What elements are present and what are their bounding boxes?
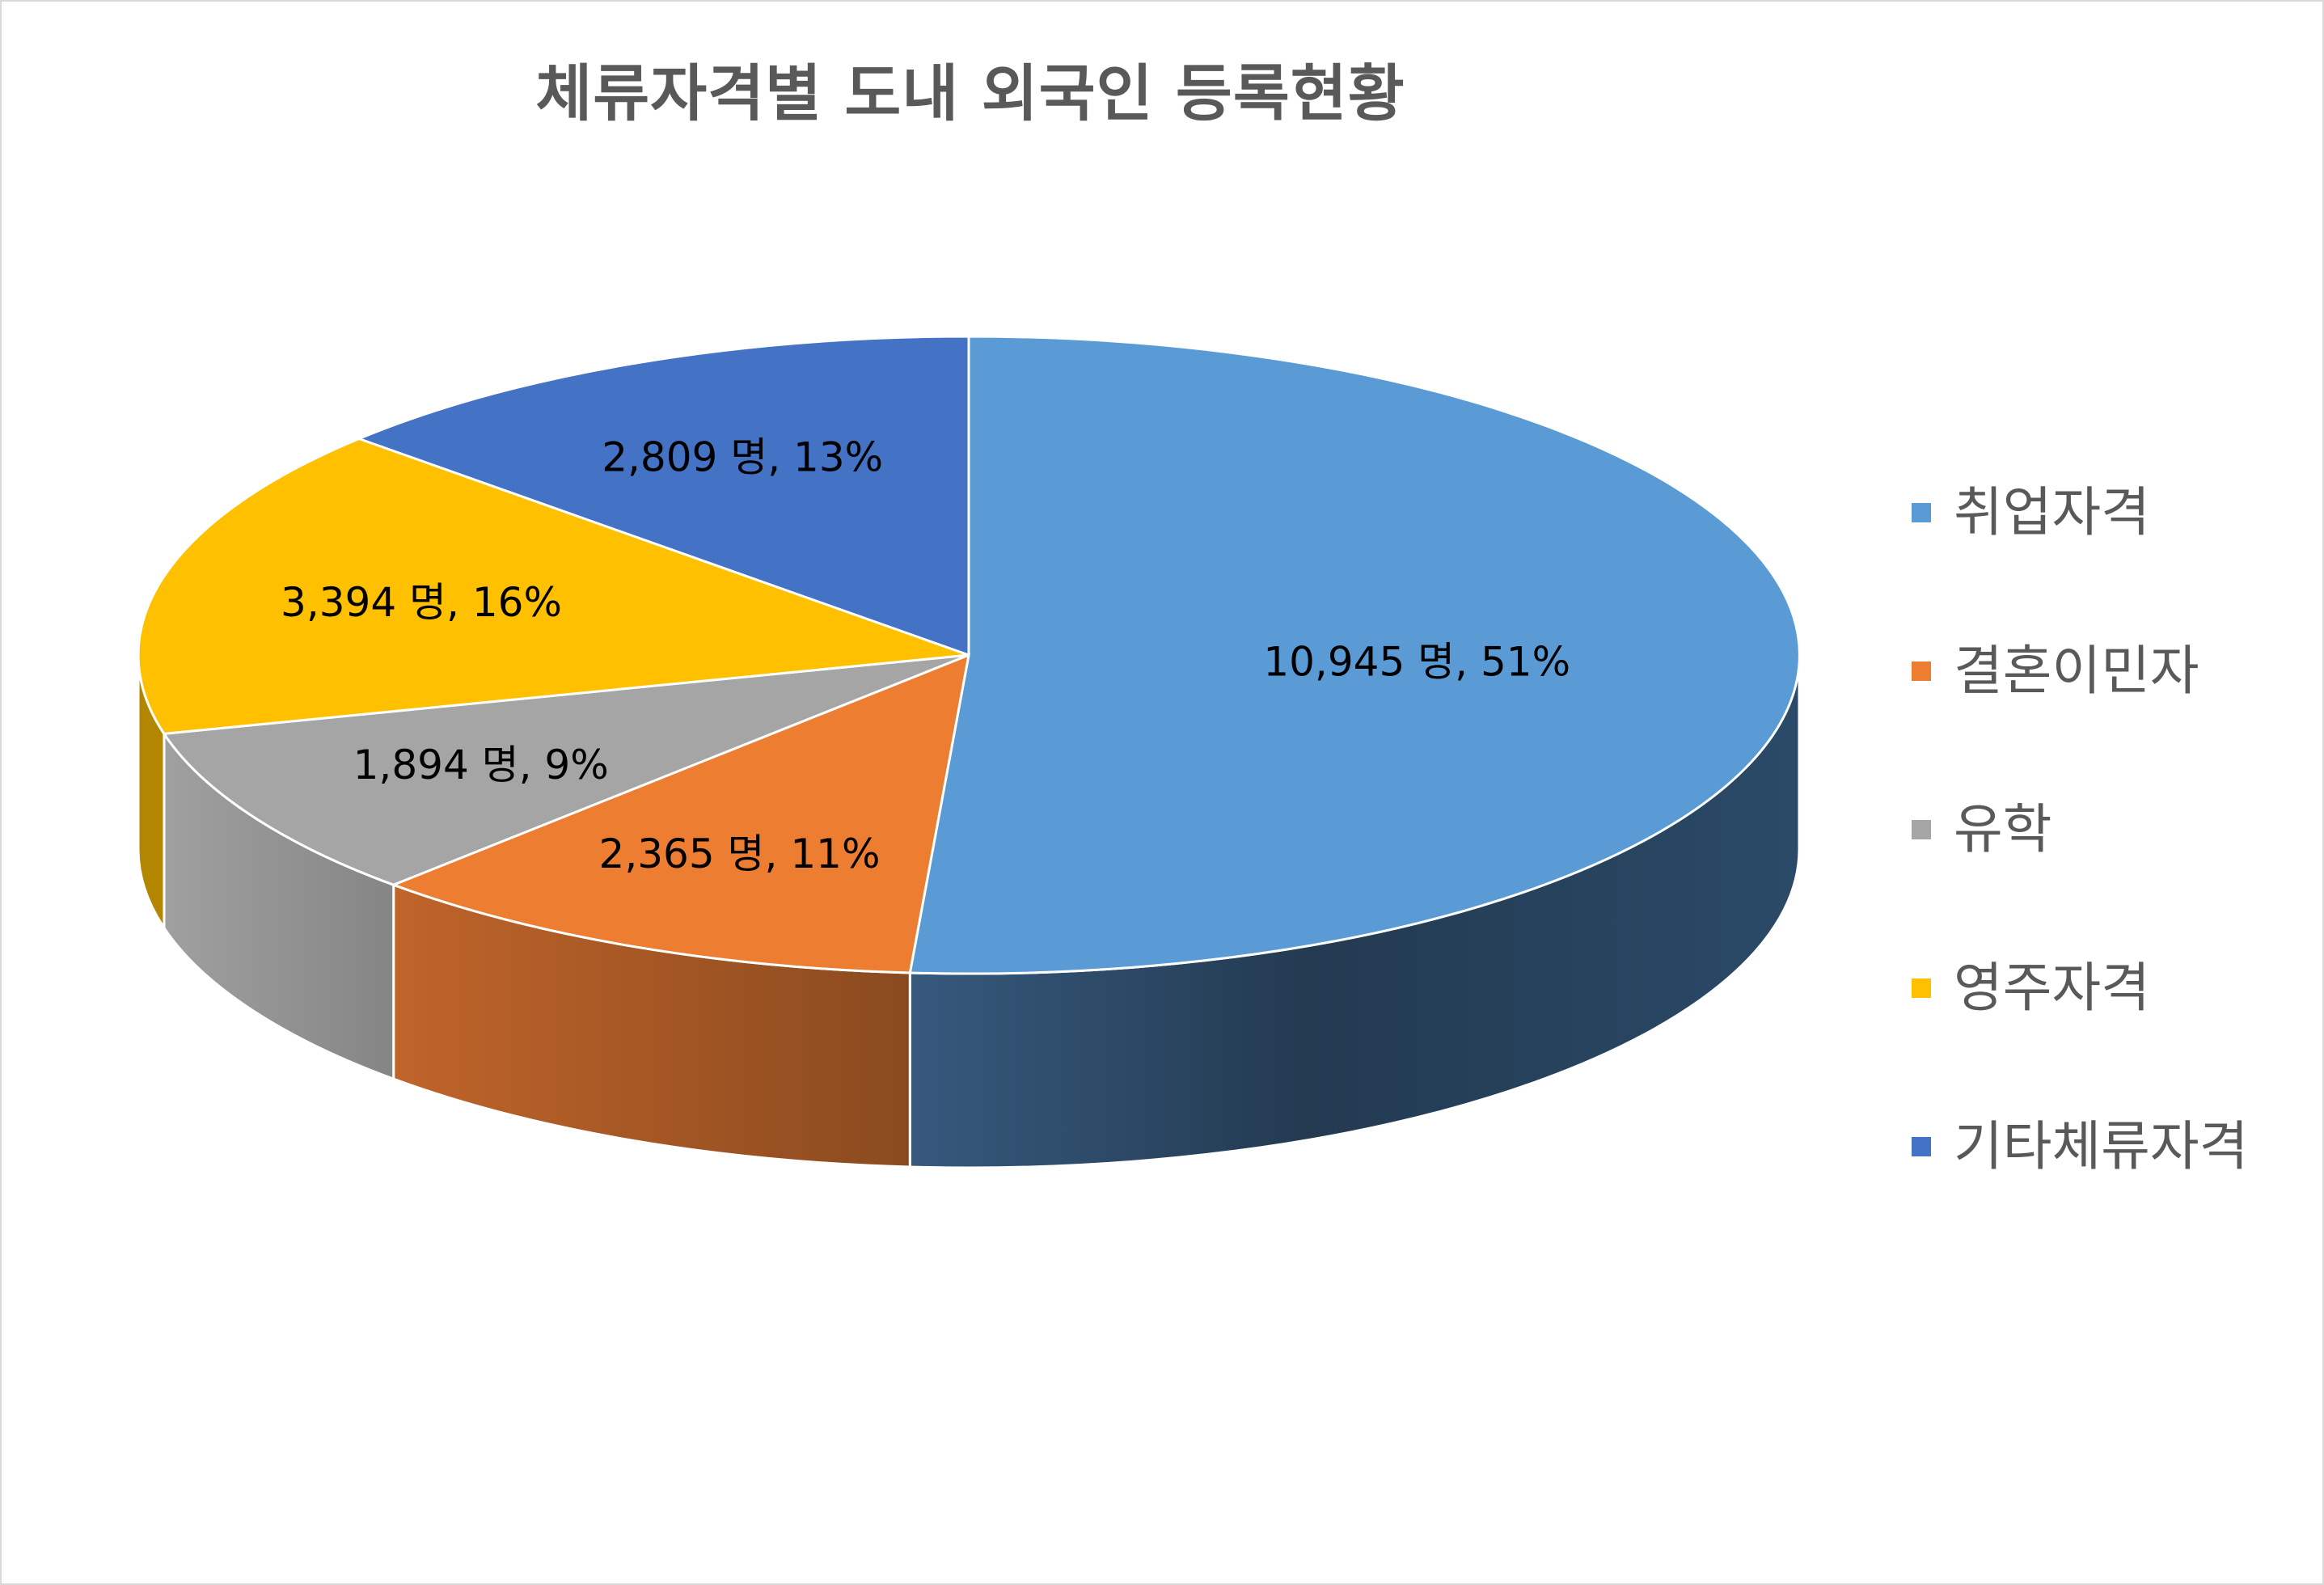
pie-slice — [162, 653, 970, 886]
legend-label: 기타체류자격 — [1954, 1115, 2249, 1177]
legend-swatch — [1912, 1137, 1931, 1156]
pie-slice — [390, 653, 970, 974]
legend-swatch — [1912, 978, 1931, 998]
chart-title: 체류자격별 도내 외국인 등록현황 — [535, 57, 1405, 129]
legend-label: 영주자격 — [1954, 957, 2150, 1019]
legend-swatch — [1912, 503, 1931, 522]
legend-swatch — [1912, 661, 1931, 681]
data-label: 2,809 명, 13% — [602, 434, 883, 481]
legend-label: 취업자격 — [1954, 481, 2150, 543]
pie-slice — [908, 335, 1801, 975]
pie-slice — [137, 437, 970, 735]
data-label: 3,394 명, 16% — [281, 579, 562, 626]
data-label: 1,894 명, 9% — [353, 742, 609, 788]
legend-label: 결혼이민자 — [1954, 640, 2199, 702]
data-label: 2,365 명, 11% — [599, 831, 881, 877]
legend-label: 유학 — [1954, 798, 2052, 860]
legend-swatch — [1912, 820, 1931, 839]
pie-slice — [355, 335, 970, 657]
data-label: 10,945 명, 51% — [1263, 639, 1570, 686]
